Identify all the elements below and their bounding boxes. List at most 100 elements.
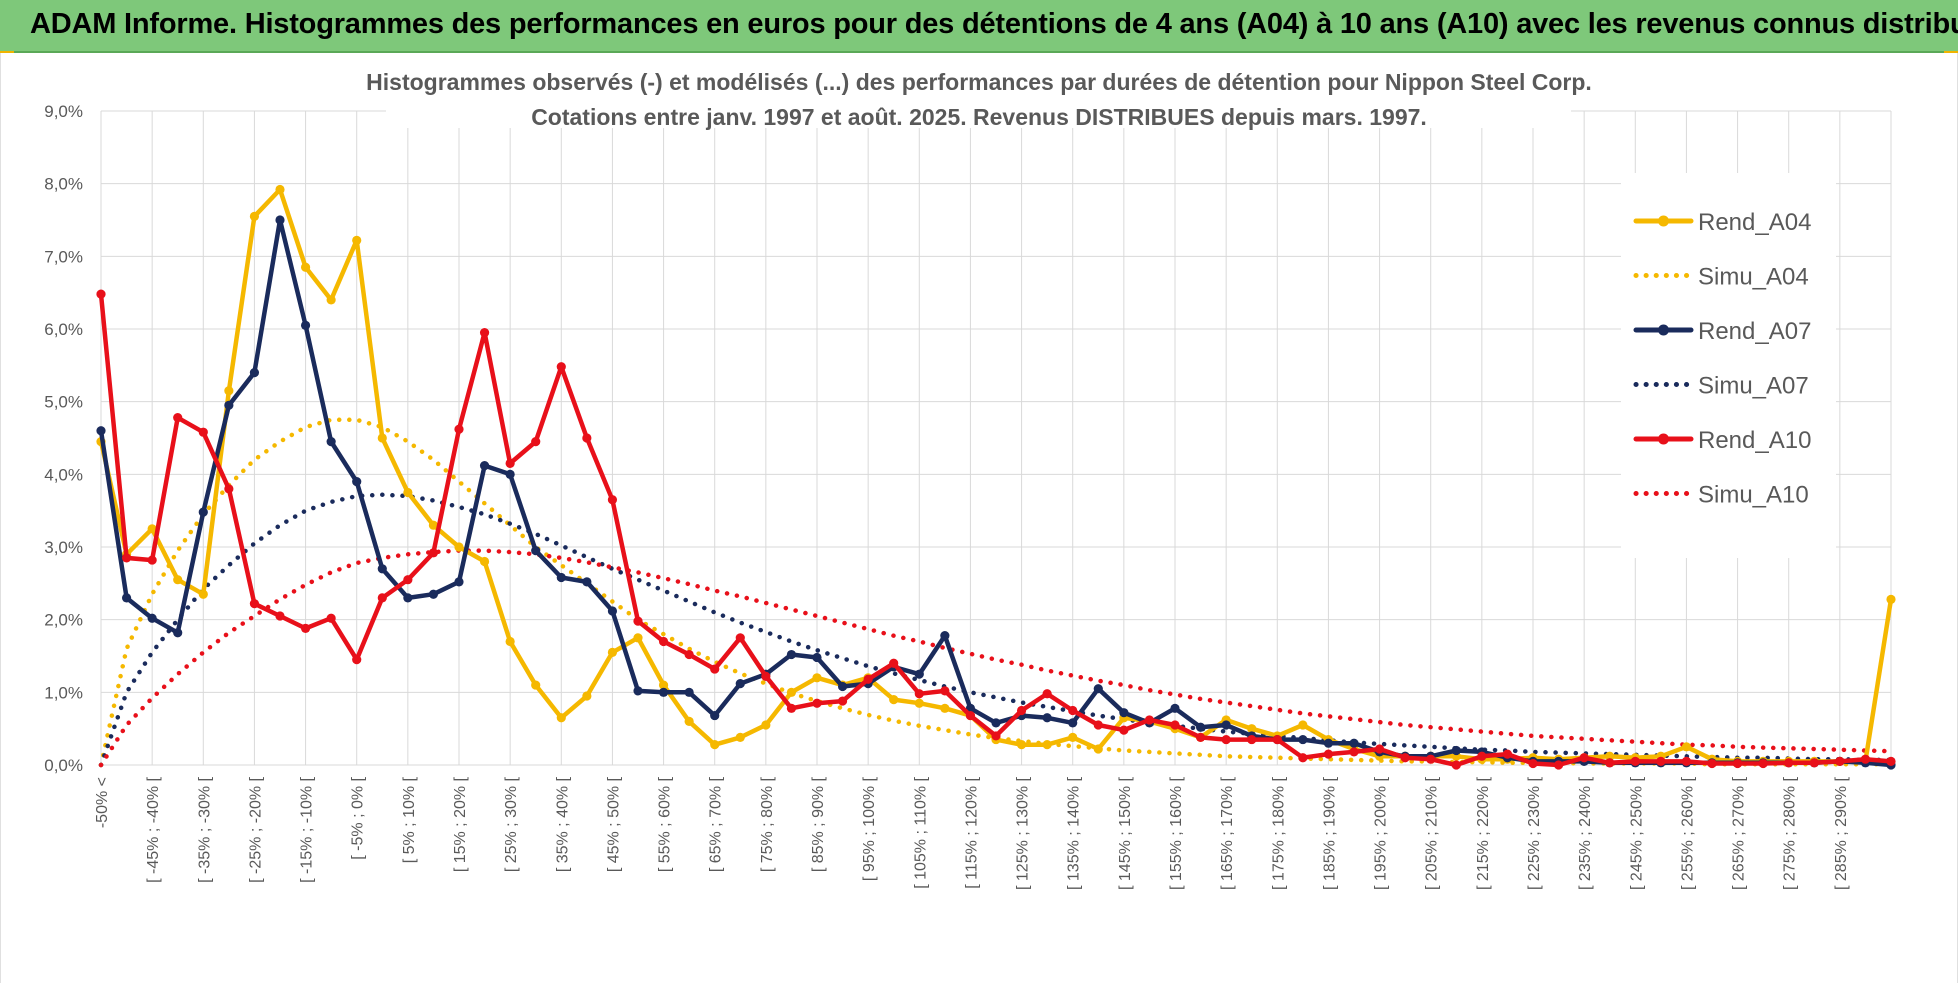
data-point-Rend_A07 <box>454 577 464 587</box>
data-point-Rend_A10 <box>633 616 643 626</box>
data-point-Rend_A07 <box>735 679 745 689</box>
data-point-Rend_A07 <box>633 686 643 696</box>
data-point-Rend_A10 <box>582 433 592 443</box>
data-point-Rend_A04 <box>249 211 260 221</box>
data-point-Rend_A10 <box>454 424 464 434</box>
data-point-Rend_A10 <box>684 649 694 660</box>
data-point-Rend_A10 <box>1477 751 1487 761</box>
data-point-Rend_A07 <box>249 368 260 378</box>
x-tick-label: [ 35% ; 40% [ <box>554 776 571 872</box>
data-point-Rend_A04 <box>531 680 541 690</box>
data-point-Rend_A07 <box>352 477 362 487</box>
x-tick-label: [ 145% ; 150% [ <box>1117 776 1134 890</box>
y-tick-label: 4,0% <box>44 465 83 484</box>
data-point-Rend_A07 <box>1298 734 1308 745</box>
data-point-Rend_A10 <box>1860 754 1871 764</box>
data-point-Rend_A07 <box>224 400 234 410</box>
data-point-Rend_A10 <box>735 633 745 643</box>
data-point-Rend_A10 <box>889 658 899 668</box>
data-point-Rend_A10 <box>1170 720 1180 730</box>
data-point-Rend_A10 <box>147 555 157 565</box>
data-point-Rend_A10 <box>531 437 541 447</box>
x-tick-label: [ 205% ; 210% [ <box>1424 776 1441 890</box>
data-point-Rend_A10 <box>1195 732 1206 742</box>
data-point-Rend_A10 <box>1119 725 1129 735</box>
data-point-Rend_A07 <box>607 606 618 616</box>
data-point-Rend_A04 <box>710 740 720 750</box>
legend-label-Simu_A04: Simu_A04 <box>1698 264 1809 291</box>
y-tick-label: 2,0% <box>44 611 83 630</box>
data-point-Rend_A10 <box>1016 705 1027 716</box>
data-point-Rend_A04 <box>786 687 797 697</box>
data-point-Rend_A07 <box>940 631 950 641</box>
data-point-Rend_A10 <box>658 636 669 647</box>
data-point-Rend_A10 <box>1681 756 1692 766</box>
chart-title-background <box>386 56 1571 128</box>
data-point-Rend_A10 <box>275 611 285 621</box>
data-point-Rend_A04 <box>505 636 515 647</box>
y-tick-label: 7,0% <box>44 247 83 266</box>
data-point-Rend_A10 <box>121 553 132 563</box>
data-point-Rend_A07 <box>837 681 848 692</box>
data-point-Rend_A04 <box>428 520 439 530</box>
data-point-Rend_A04 <box>812 673 822 683</box>
data-point-Rend_A04 <box>735 732 745 742</box>
data-point-Rend_A10 <box>965 710 976 721</box>
data-point-Rend_A10 <box>863 674 873 684</box>
data-point-Rend_A04 <box>1247 724 1257 734</box>
x-tick-label: [ 285% ; 290% [ <box>1833 776 1850 890</box>
data-point-Rend_A04 <box>1068 732 1078 742</box>
data-point-Rend_A04 <box>658 680 669 690</box>
x-tick-label: [ 135% ; 140% [ <box>1066 776 1083 890</box>
data-point-Rend_A07 <box>377 564 387 574</box>
data-point-Rend_A10 <box>1656 756 1666 766</box>
data-point-Rend_A10 <box>837 696 848 706</box>
data-point-Rend_A04 <box>940 703 950 713</box>
legend-marker-Rend_A04 <box>1658 215 1669 227</box>
x-tick-label: [ 95% ; 100% [ <box>861 776 878 881</box>
x-tick-label: [ 75% ; 80% [ <box>759 776 776 872</box>
line-chart: 0,0% 1,0% 2,0% 3,0% 4,0% 5,0% 6,0% 7,0% 8,0% 9,0%… <box>44 56 1896 890</box>
data-point-Rend_A10 <box>1732 758 1743 769</box>
data-point-Rend_A04 <box>556 713 566 723</box>
data-point-Rend_A07 <box>1093 684 1103 694</box>
data-point-Rend_A07 <box>198 507 208 517</box>
x-tick-label: [ 175% ; 180% [ <box>1270 776 1287 890</box>
data-point-Rend_A07 <box>1068 718 1078 728</box>
data-point-Rend_A04 <box>633 633 643 643</box>
x-tick-label: [ 235% ; 240% [ <box>1577 776 1594 890</box>
data-point-Rend_A07 <box>710 710 720 721</box>
data-point-Rend_A10 <box>1349 747 1359 757</box>
chart-area: 0,0% 1,0% 2,0% 3,0% 4,0% 5,0% 6,0% 7,0% 8,0% 9,0%… <box>0 53 1958 983</box>
x-tick-label: [ 245% ; 250% [ <box>1628 776 1645 890</box>
legend-label-Simu_A07: Simu_A07 <box>1698 373 1809 400</box>
data-point-Rend_A10 <box>556 362 566 372</box>
y-tick-label: 6,0% <box>44 320 83 339</box>
legend-label-Simu_A10: Simu_A10 <box>1698 482 1809 509</box>
data-point-Rend_A10 <box>1272 734 1282 745</box>
data-point-Rend_A10 <box>940 686 950 696</box>
x-tick-label: [ 225% ; 230% [ <box>1526 776 1543 890</box>
data-point-Rend_A10 <box>428 548 439 558</box>
data-point-Rend_A07 <box>147 613 157 623</box>
data-point-Rend_A04 <box>454 542 464 552</box>
chart-title-line: Cotations entre janv. 1997 et août. 2025… <box>531 104 1427 130</box>
data-point-Rend_A04 <box>1605 751 1615 761</box>
data-point-Rend_A10 <box>1323 749 1334 759</box>
x-tick-label: [ 45% ; 50% [ <box>605 776 622 872</box>
data-point-Rend_A07 <box>531 546 541 556</box>
data-point-Rend_A10 <box>403 575 413 585</box>
legend-marker-Rend_A10 <box>1658 433 1669 445</box>
data-point-Rend_A10 <box>1400 753 1410 763</box>
data-point-Rend_A10 <box>1528 758 1538 769</box>
data-point-Rend_A04 <box>275 184 285 195</box>
data-point-Rend_A10 <box>326 613 336 623</box>
data-point-Rend_A04 <box>173 575 183 585</box>
x-tick-label: [ 165% ; 170% [ <box>1219 776 1236 890</box>
data-point-Rend_A07 <box>1119 708 1129 718</box>
data-point-Rend_A10 <box>249 599 260 609</box>
x-tick-label: [ 105% ; 110% [ <box>912 776 929 888</box>
data-point-Rend_A07 <box>96 426 106 436</box>
legend-label-Rend_A10: Rend_A10 <box>1698 427 1811 454</box>
data-point-Rend_A07 <box>326 437 336 447</box>
